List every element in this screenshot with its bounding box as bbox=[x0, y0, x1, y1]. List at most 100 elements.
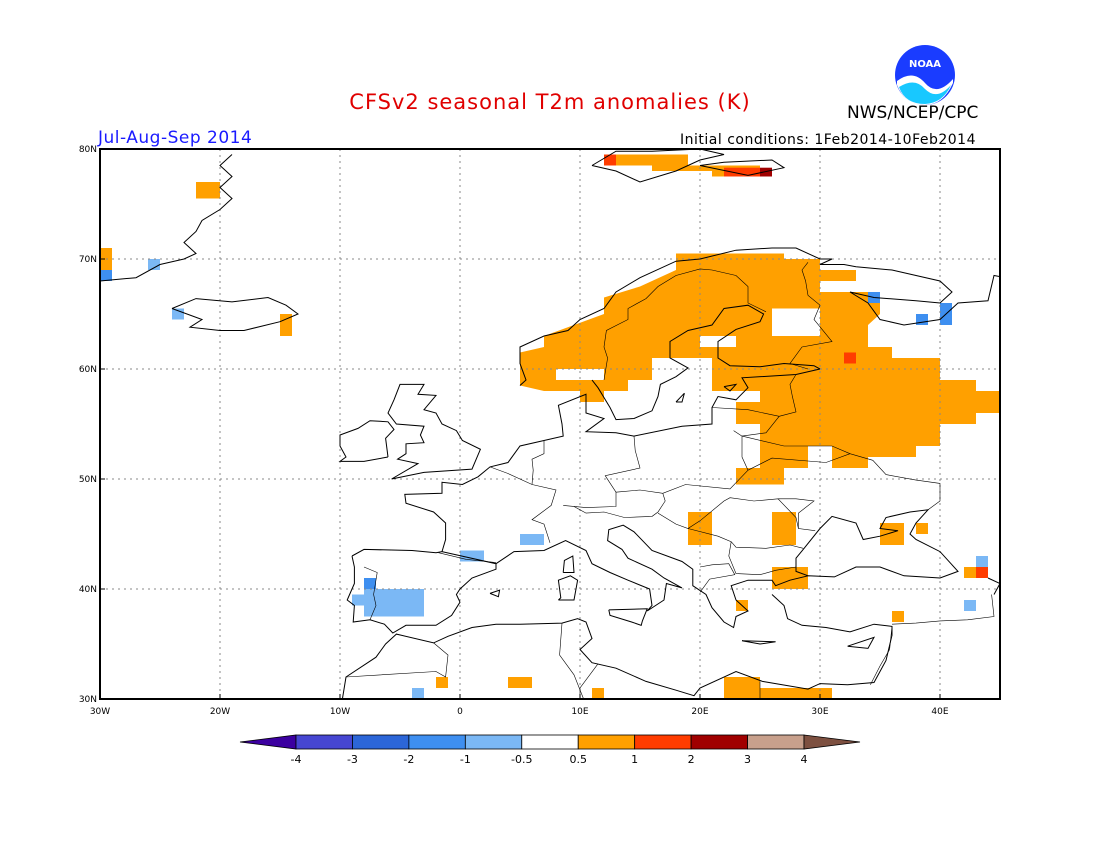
warm-anomaly-romania bbox=[772, 512, 796, 545]
neutral-patch bbox=[772, 308, 820, 336]
warm-anomaly-caucasus bbox=[964, 567, 976, 578]
coastline bbox=[987, 577, 1000, 595]
colorbar-swatch bbox=[521, 734, 579, 750]
colorbar-swatch bbox=[464, 734, 523, 750]
country-border bbox=[604, 436, 641, 493]
hot-anomaly-russia bbox=[844, 352, 856, 364]
lon-tick-label: 10E bbox=[571, 707, 588, 717]
colorbar-label: 2 bbox=[688, 753, 695, 766]
coastline bbox=[341, 594, 893, 699]
colorbar-swatch bbox=[352, 734, 410, 750]
colorbar-label: -1 bbox=[460, 753, 471, 766]
coastline bbox=[489, 589, 501, 598]
country-border bbox=[603, 268, 767, 381]
cool-anomaly-iberia bbox=[364, 578, 376, 589]
country-border bbox=[741, 374, 797, 437]
coastline bbox=[591, 149, 725, 183]
logo-text: NOAA bbox=[909, 59, 941, 70]
cool-anomaly-iceland bbox=[172, 308, 184, 320]
coastline bbox=[723, 383, 738, 392]
cool-anomaly-greenland bbox=[148, 259, 160, 270]
coastline bbox=[675, 392, 685, 403]
country-border bbox=[870, 626, 893, 685]
colorbar-min-triangle bbox=[239, 734, 297, 750]
warm-anomaly-caucasus bbox=[916, 523, 928, 534]
cool-anomaly-pyrenees bbox=[460, 550, 484, 562]
lat-tick-label: 30N bbox=[79, 695, 97, 705]
colorbar-label: 3 bbox=[744, 753, 751, 766]
cool-anomaly-alps bbox=[520, 534, 544, 545]
lon-tick-label: 30W bbox=[90, 707, 110, 717]
colorbar-swatch bbox=[634, 734, 692, 750]
colorbar-label: 4 bbox=[801, 753, 808, 766]
colorbar-label: 1 bbox=[631, 753, 638, 766]
country-border bbox=[489, 466, 557, 543]
lon-tick-label: 0 bbox=[457, 707, 463, 717]
warm-anomaly-iceland bbox=[280, 314, 292, 336]
country-border bbox=[573, 493, 666, 518]
lat-tick-label: 80N bbox=[79, 145, 97, 155]
lon-tick-label: 20E bbox=[691, 707, 708, 717]
cool-anomaly-morocco bbox=[412, 688, 424, 699]
lat-tick-label: 70N bbox=[79, 255, 97, 265]
coastline bbox=[1018, 540, 1054, 590]
colorbar-label: -4 bbox=[291, 753, 302, 766]
neutral-patch bbox=[820, 281, 856, 292]
lon-tick-label: 30E bbox=[811, 707, 828, 717]
cool-anomaly-iberia bbox=[352, 594, 376, 606]
lon-tick-label: 10W bbox=[330, 707, 350, 717]
coastline-layer bbox=[100, 149, 1054, 699]
country-border bbox=[789, 262, 833, 370]
colorbar-max-triangle bbox=[803, 734, 861, 750]
axis-ticks: 30W 20W 10W 0 10E 20E 30E 40E 30N 40N 50N 60N 70N 80N bbox=[79, 145, 949, 717]
grid-layer bbox=[100, 149, 1000, 699]
lon-tick-label: 20W bbox=[210, 707, 230, 717]
warm-anomaly-greenland bbox=[196, 182, 220, 199]
colorbar-swatch bbox=[690, 734, 748, 750]
warm-anomaly-egypt bbox=[760, 688, 832, 699]
coastline bbox=[741, 640, 776, 645]
country-border bbox=[559, 623, 584, 699]
coastline bbox=[591, 304, 821, 421]
map-frame bbox=[99, 148, 1001, 700]
noaa-logo-icon: NOAA bbox=[895, 45, 955, 105]
coastline bbox=[346, 548, 497, 634]
hot-anomaly-svalbard bbox=[604, 154, 616, 166]
country-border bbox=[699, 563, 736, 593]
country-border bbox=[891, 594, 995, 625]
coastline bbox=[171, 296, 300, 331]
colorbar-swatch bbox=[577, 734, 636, 750]
lat-tick-label: 60N bbox=[79, 365, 97, 375]
colorbar-label: 0.5 bbox=[569, 753, 587, 766]
warm-anomaly-north-africa bbox=[592, 688, 604, 699]
cool-anomaly-caucasus bbox=[976, 556, 988, 567]
warm-anomaly-middle-east bbox=[892, 611, 904, 622]
country-border bbox=[747, 453, 941, 511]
country-border bbox=[345, 642, 449, 678]
anomaly-layer bbox=[100, 154, 1000, 699]
country-border bbox=[563, 430, 749, 508]
coastline bbox=[847, 636, 876, 649]
period-label: Jul-Aug-Sep 2014 bbox=[98, 128, 253, 148]
lon-tick-label: 40E bbox=[931, 707, 948, 717]
lat-tick-label: 50N bbox=[79, 475, 97, 485]
coastline bbox=[404, 368, 821, 552]
coastline bbox=[387, 383, 482, 480]
coastline bbox=[100, 154, 233, 282]
noaa-logo: NOAA bbox=[893, 43, 957, 111]
coastline bbox=[338, 420, 395, 462]
colorbar-swatch bbox=[408, 734, 466, 750]
cool-anomaly-greenland bbox=[100, 270, 112, 281]
warm-anomaly-north-africa bbox=[436, 677, 448, 688]
chart-title: CFSv2 seasonal T2m anomalies (K) bbox=[349, 90, 751, 114]
warm-anomaly-north-africa bbox=[508, 677, 532, 688]
cool-anomaly-russia bbox=[916, 314, 928, 325]
country-border bbox=[711, 407, 780, 417]
lat-tick-label: 40N bbox=[79, 585, 97, 595]
very-hot-anomaly-svalbard bbox=[760, 167, 772, 177]
coastline bbox=[562, 555, 575, 573]
colorbar-label: -2 bbox=[403, 753, 414, 766]
country-border bbox=[687, 528, 804, 549]
colorbar-label: -3 bbox=[347, 753, 358, 766]
